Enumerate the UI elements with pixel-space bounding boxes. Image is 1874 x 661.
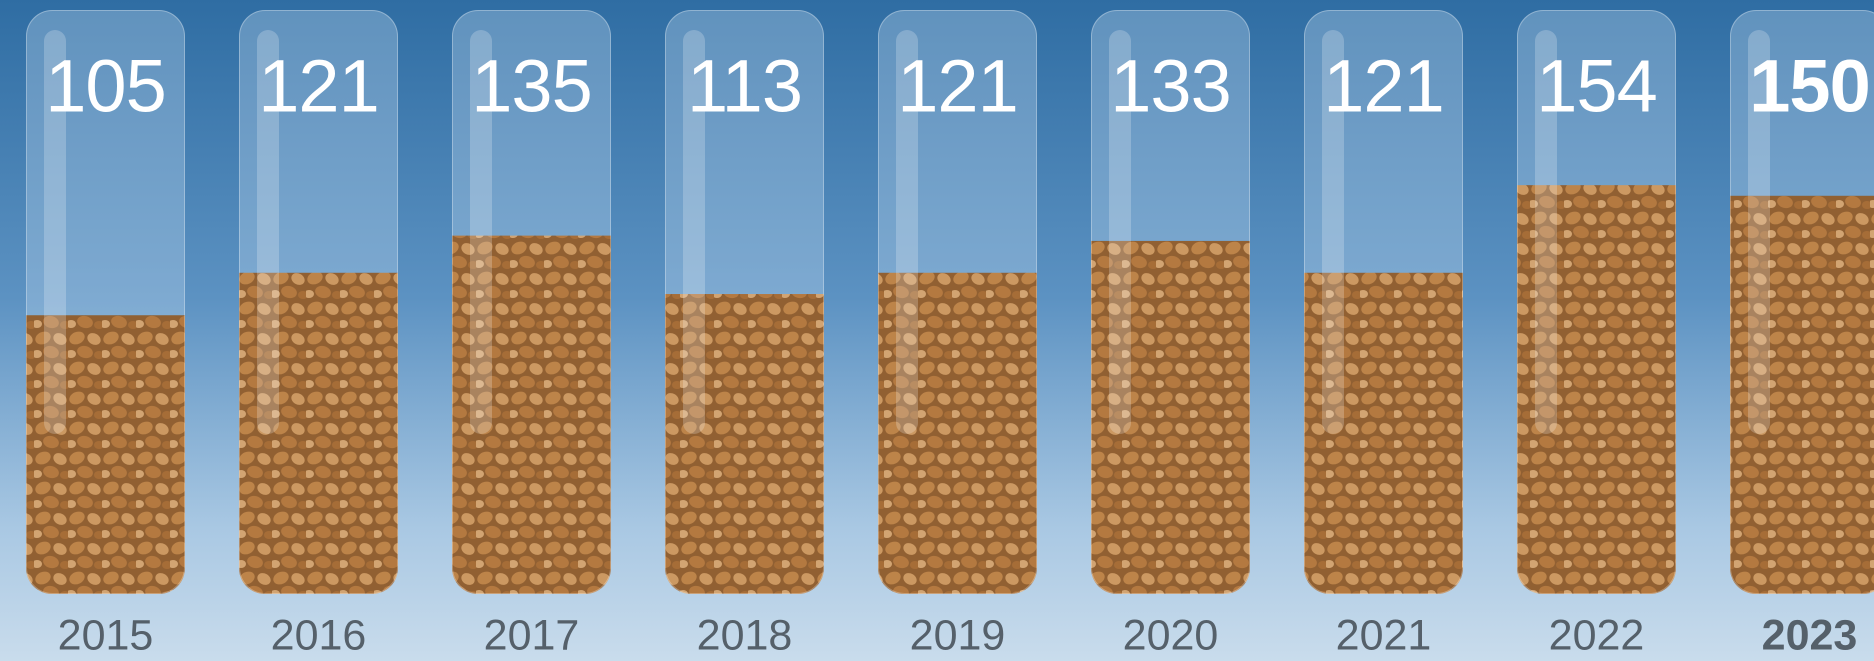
chart: 105 2015 121 2016 135 2017 113 2018 121 2019 133 20… [0, 0, 1874, 661]
x-tick-label: 2021 [1336, 611, 1432, 659]
value-label: 135 [471, 45, 591, 128]
x-tick-label: 2017 [484, 611, 580, 659]
value-label: 133 [1110, 45, 1230, 128]
x-tick-label: 2019 [910, 611, 1006, 659]
value-label: 154 [1536, 45, 1656, 128]
value-label: 150 [1749, 45, 1869, 128]
x-tick-label: 2020 [1123, 611, 1219, 659]
x-tick-label: 2016 [271, 611, 367, 659]
value-label: 121 [1323, 45, 1443, 128]
value-label: 113 [687, 45, 802, 128]
x-tick-label: 2018 [697, 611, 793, 659]
x-tick-label: 2015 [58, 611, 154, 659]
value-label: 121 [258, 45, 378, 128]
value-label: 105 [45, 45, 165, 128]
value-label: 121 [897, 45, 1017, 128]
page: 105 2015 121 2016 135 2017 113 2018 121 2019 133 20… [0, 0, 1874, 661]
x-tick-label: 2023 [1762, 611, 1858, 659]
x-tick-label: 2022 [1549, 611, 1645, 659]
